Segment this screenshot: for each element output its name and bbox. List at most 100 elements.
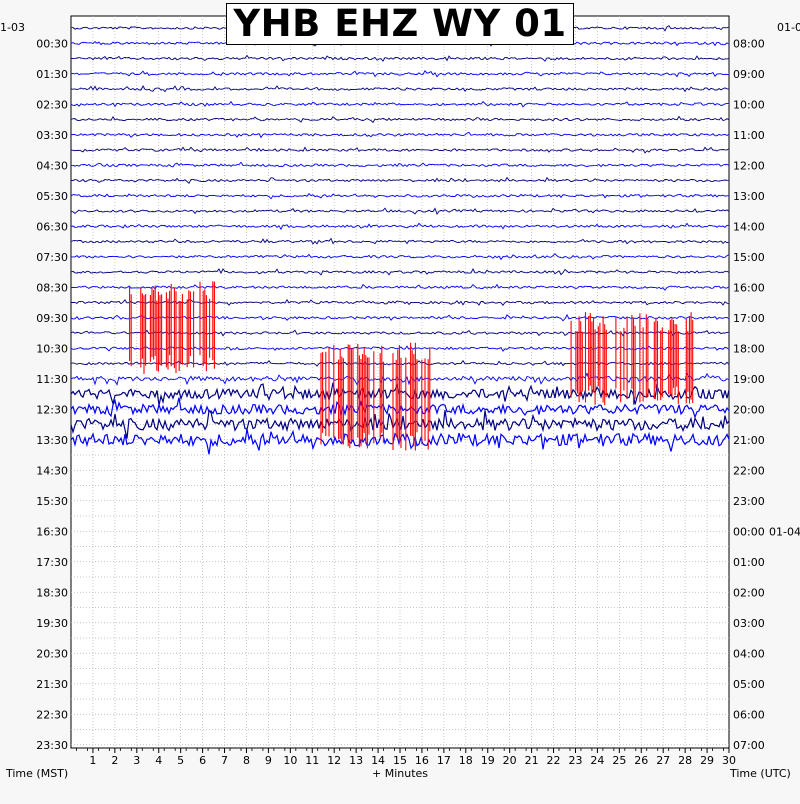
trace-row [70, 397, 730, 420]
x-tick-label: 5 [177, 754, 184, 767]
left-tick-label: 09:30 [36, 312, 68, 325]
right-tick-label: 01:00 [733, 556, 765, 569]
right-tick-label: 22:00 [733, 464, 765, 477]
x-tick-label: 16 [415, 754, 429, 767]
x-tick-label: 11 [305, 754, 319, 767]
left-tick-label: 00:30 [36, 37, 68, 50]
trace-row [70, 382, 730, 406]
right-tick-label: 00:00 [733, 525, 765, 538]
right-tick-label: 08:00 [733, 37, 765, 50]
trace-row [70, 115, 730, 124]
left-tick-label: 19:30 [36, 617, 68, 630]
x-tick-label: 21 [525, 754, 539, 767]
right-tick-label: 05:00 [733, 678, 765, 691]
trace-row [70, 131, 730, 139]
trace-row [70, 222, 730, 231]
x-tick-label: 7 [221, 754, 228, 767]
x-tick-label: 26 [634, 754, 648, 767]
date-left-label: 1-03 [0, 21, 25, 34]
right-tick-label: 23:00 [733, 495, 765, 508]
right-tick-label: 17:00 [733, 312, 765, 325]
left-tick-label: 08:30 [36, 281, 68, 294]
left-tick-label: 07:30 [36, 251, 68, 264]
right-tick-label: 16:00 [733, 281, 765, 294]
x-tick-label: 29 [700, 754, 714, 767]
trace-row [70, 176, 729, 185]
x-tick-label: 28 [678, 754, 692, 767]
trace-row [70, 237, 730, 245]
x-tick-label: 19 [481, 754, 495, 767]
trace-row [70, 409, 730, 439]
x-tick-label: 4 [155, 754, 162, 767]
x-axis-label: + Minutes [372, 767, 428, 780]
trace-row [70, 283, 730, 291]
x-tick-label: 10 [283, 754, 297, 767]
left-tick-label: 03:30 [36, 129, 68, 142]
x-tick-label: 3 [133, 754, 140, 767]
right-tick-label: 21:00 [733, 434, 765, 447]
right-tick-label: 18:00 [733, 342, 765, 355]
left-tick-label: 12:30 [36, 403, 68, 416]
x-tick-label: 27 [656, 754, 670, 767]
x-tick-label: 8 [243, 754, 250, 767]
x-tick-label: 12 [327, 754, 341, 767]
left-tick-label: 20:30 [36, 647, 68, 660]
x-tick-label: 30 [722, 754, 736, 767]
left-tick-label: 01:30 [36, 68, 68, 81]
right-tick-label: 14:00 [733, 220, 765, 233]
x-tick-label: 2 [111, 754, 118, 767]
x-tick-label: 25 [612, 754, 626, 767]
right-tick-label: 02:00 [733, 586, 765, 599]
right-tick-label: 06:00 [733, 708, 765, 721]
chart-title: YHB EHZ WY 01 [233, 2, 567, 45]
x-tick-label: 18 [459, 754, 473, 767]
left-tick-label: 05:30 [36, 190, 68, 203]
x-tick-label: 9 [265, 754, 272, 767]
trace-row [70, 428, 730, 455]
trace-row [70, 146, 730, 154]
clip-event [570, 312, 694, 405]
left-tick-label: 06:30 [36, 220, 68, 233]
left-tick-label: 17:30 [36, 556, 68, 569]
left-tick-label: 15:30 [36, 495, 68, 508]
right-tick-label: 13:00 [733, 190, 765, 203]
date-right-label: 01-0 [777, 21, 800, 34]
right-axis-label: Time (UTC) [729, 767, 791, 780]
right-tick-label: 15:00 [733, 251, 765, 264]
right-tick-label: 07:00 [733, 739, 765, 752]
x-tick-label: 1 [89, 754, 96, 767]
right-date-label: 01-04 [769, 525, 800, 538]
right-tick-label: 11:00 [733, 129, 765, 142]
right-tick-label: 20:00 [733, 403, 765, 416]
trace-row [70, 253, 730, 261]
x-tick-label: 24 [590, 754, 604, 767]
trace-row [70, 54, 730, 62]
clip-layer [129, 281, 694, 451]
trace-row [70, 85, 730, 93]
right-tick-label: 19:00 [733, 373, 765, 386]
left-tick-label: 21:30 [36, 678, 68, 691]
trace-row [70, 192, 730, 200]
right-tick-label: 09:00 [733, 68, 765, 81]
x-tick-label: 14 [371, 754, 385, 767]
x-tick-label: 20 [503, 754, 517, 767]
right-tick-label: 10:00 [733, 98, 765, 111]
trace-row [70, 161, 730, 168]
trace-row [70, 100, 730, 108]
trace-row [70, 372, 730, 386]
clip-event [129, 281, 215, 374]
left-tick-label: 16:30 [36, 525, 68, 538]
x-tick-label: 22 [547, 754, 561, 767]
left-tick-label: 22:30 [36, 708, 68, 721]
tick-layer: 1 2 3 4 5 6 7 8 9 10 11 12 13 14 15 16 17 18 19 20 21 22 23 24 2… [36, 37, 800, 767]
x-tick-label: 17 [437, 754, 451, 767]
left-tick-label: 04:30 [36, 159, 68, 172]
right-tick-label: 12:00 [733, 159, 765, 172]
clip-event [320, 342, 431, 451]
left-axis-label: Time (MST) [5, 767, 68, 780]
trace-row [70, 70, 730, 78]
x-tick-label: 13 [349, 754, 363, 767]
x-tick-label: 23 [568, 754, 582, 767]
